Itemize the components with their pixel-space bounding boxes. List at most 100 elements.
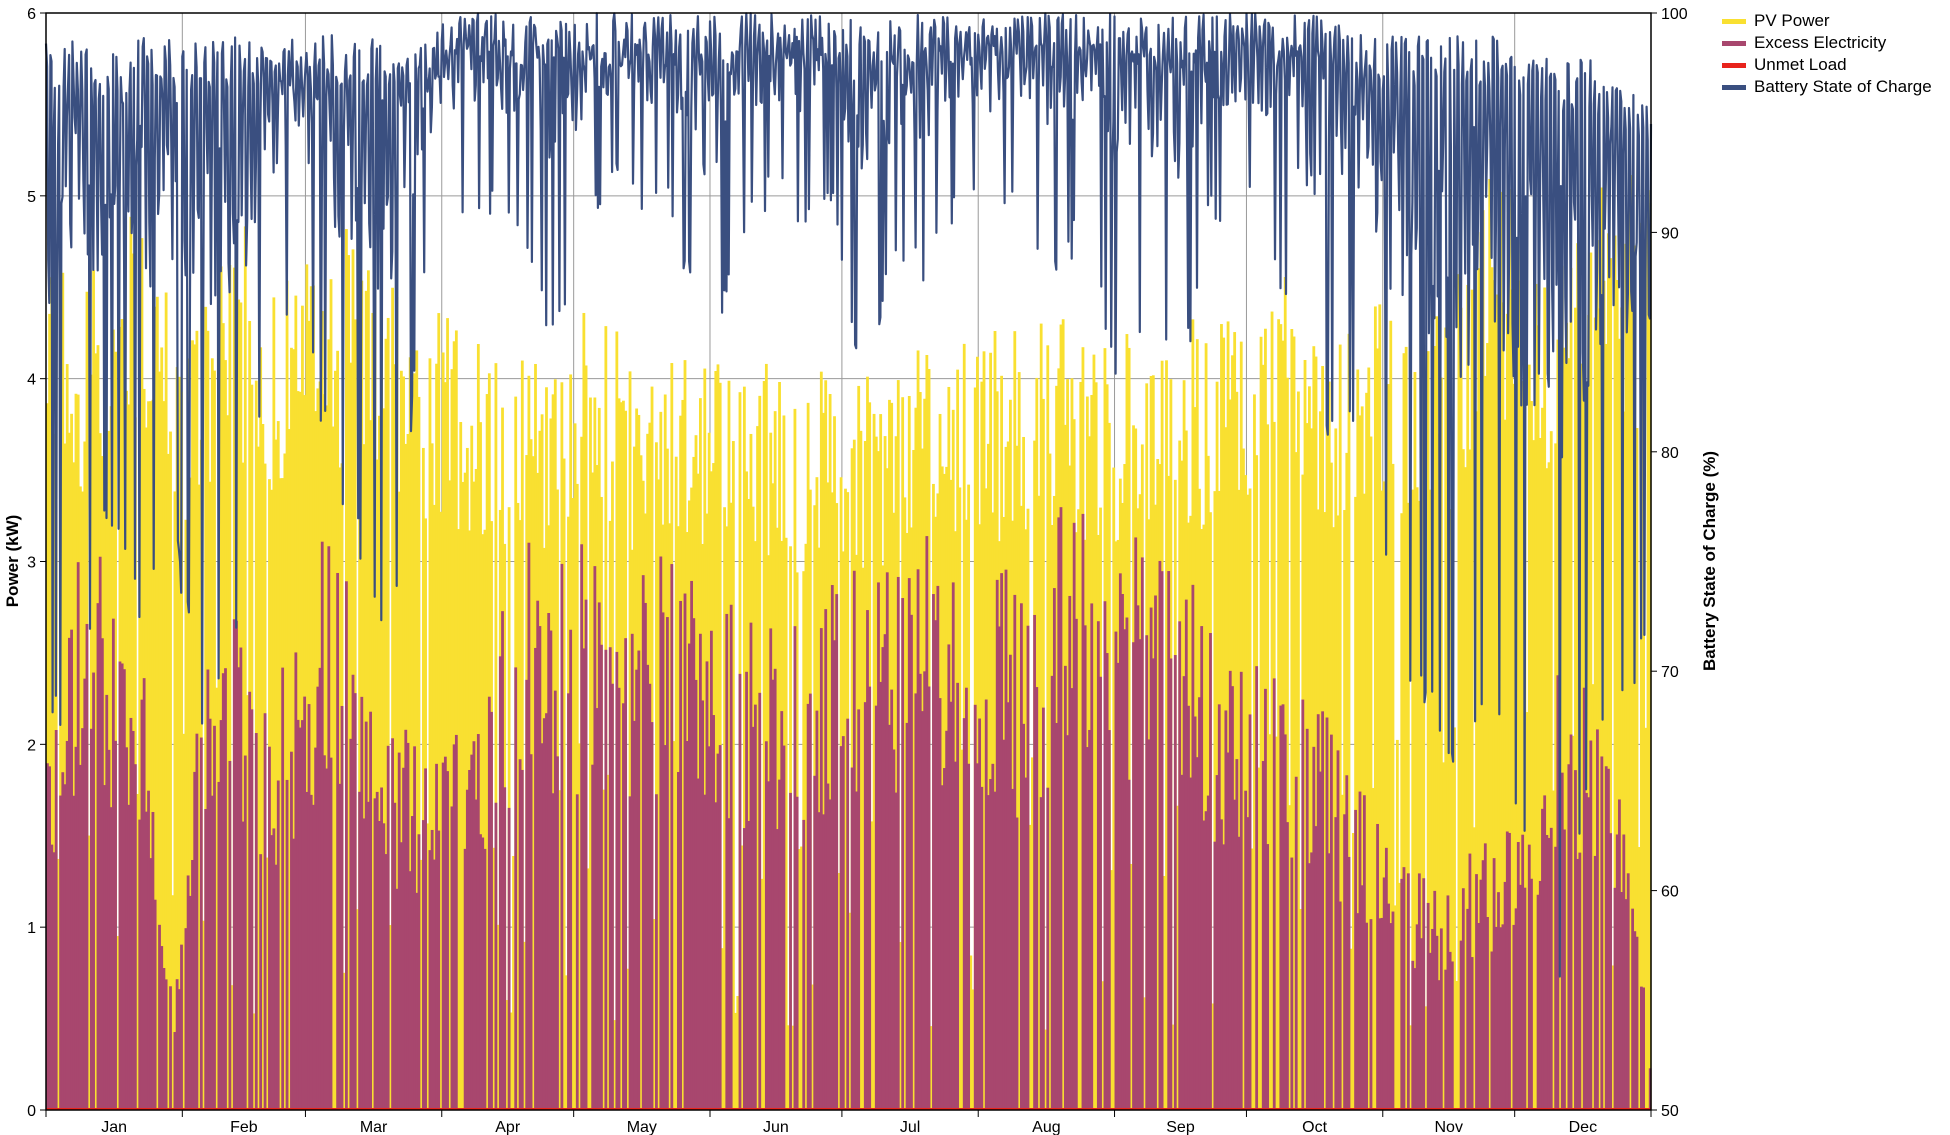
excess-electricity-bar (1596, 729, 1599, 1110)
pv-power-bar (764, 363, 768, 1110)
excess-electricity-bar (507, 807, 511, 1110)
legend-item-pv-power[interactable]: PV Power (1722, 10, 1947, 32)
pv-power-bar (1143, 997, 1146, 1110)
excess-electricity-bar (1099, 676, 1102, 1110)
excess-electricity-bar (395, 888, 399, 1110)
pv-power-bar (1378, 304, 1382, 1111)
excess-electricity-bar (52, 852, 56, 1110)
pv-power-bar (371, 312, 375, 1110)
excess-electricity-bar (340, 705, 344, 1110)
excess-electricity-bar (210, 795, 214, 1110)
excess-electricity-bar (683, 593, 687, 1110)
excess-electricity-bar (635, 669, 639, 1110)
excess-electricity-bar (312, 804, 315, 1110)
pv-power-bar (162, 401, 166, 1110)
pv-power-bar (976, 356, 979, 1110)
excess-electricity-bar (1180, 774, 1184, 1110)
pv-power-bar (1406, 502, 1410, 1110)
excess-electricity-bar (789, 792, 792, 1110)
excess-electricity-bar (1140, 557, 1144, 1110)
excess-electricity-bar (716, 753, 720, 1110)
pv-power-bar (512, 855, 515, 1110)
pv-power-bar (147, 401, 150, 1111)
pv-power-bar (1642, 264, 1646, 1111)
pv-power-bar (1444, 327, 1448, 1110)
excess-electricity-bar (1068, 595, 1072, 1110)
legend-item-battery-soc[interactable]: Battery State of Charge (1722, 76, 1947, 98)
excess-electricity-bar (1235, 759, 1239, 1110)
pv-power-bar (384, 338, 388, 1110)
excess-electricity-bar (1411, 960, 1415, 1110)
pv-power-bar (1637, 847, 1641, 1110)
excess-electricity-bar (1215, 775, 1219, 1110)
excess-electricity-bar (852, 570, 856, 1110)
excess-electricity-bar (122, 669, 126, 1110)
pv-power-bar (292, 349, 296, 1111)
legend-item-excess-electricity[interactable]: Excess Electricity (1722, 32, 1947, 54)
pv-power-bar (1242, 448, 1245, 1110)
excess-electricity-bar (1444, 969, 1448, 1110)
pv-power-bar (421, 447, 425, 1110)
pv-power-bar (1257, 767, 1261, 1110)
excess-electricity-bar (888, 724, 891, 1110)
excess-electricity-bar (525, 679, 529, 1110)
excess-electricity-bar (1070, 688, 1074, 1110)
excess-electricity-bar (1204, 811, 1208, 1110)
pv-power-bar (1477, 268, 1481, 1111)
excess-electricity-bar (534, 647, 537, 1110)
legend-item-unmet-load[interactable]: Unmet Load (1722, 54, 1947, 76)
excess-electricity-bar (1380, 917, 1384, 1110)
excess-electricity-bar (1169, 658, 1173, 1110)
y-tick-label: 3 (27, 555, 36, 572)
excess-electricity-bar (81, 728, 84, 1110)
pv-power-bar (1615, 279, 1619, 1110)
pv-power-bar (309, 286, 313, 1110)
excess-electricity-bar (949, 701, 953, 1110)
excess-electricity-bar (1052, 588, 1056, 1110)
pv-power-bar (402, 376, 405, 1111)
excess-electricity-bar (877, 582, 880, 1110)
pv-power-bar (144, 427, 148, 1111)
excess-electricity-bar (646, 664, 650, 1110)
excess-electricity-bar (142, 678, 146, 1110)
pv-power-bar (1571, 735, 1575, 1110)
excess-electricity-bar (624, 638, 628, 1110)
excess-electricity-bar (1338, 901, 1342, 1110)
excess-electricity-bar (399, 842, 403, 1110)
excess-electricity-bar (1549, 827, 1553, 1110)
excess-electricity-bar (1063, 665, 1067, 1110)
excess-electricity-bar (1035, 687, 1039, 1110)
excess-electricity-bar (866, 610, 869, 1110)
excess-electricity-bar (714, 802, 718, 1110)
excess-electricity-bar (729, 604, 733, 1110)
excess-electricity-bar (1530, 878, 1533, 1110)
y-tick-label: 6 (27, 6, 36, 23)
excess-electricity-bar (1046, 787, 1050, 1110)
pv-power-bar (674, 456, 678, 1110)
excess-electricity-bar (1055, 722, 1058, 1110)
pv-power-bar (1015, 445, 1019, 1110)
excess-electricity-bar (1237, 836, 1241, 1110)
pv-power-bar (929, 1026, 933, 1110)
pv-power-bar (1308, 386, 1311, 1110)
pv-power-bar (219, 266, 223, 1110)
excess-electricity-bar (901, 598, 905, 1110)
pv-power-bar (558, 790, 562, 1110)
excess-electricity-bar (947, 644, 951, 1110)
excess-electricity-bar (553, 690, 557, 1110)
pv-power-bar (395, 297, 399, 1110)
excess-electricity-bar (1479, 879, 1483, 1110)
x-tick-label: May (627, 1119, 657, 1135)
excess-electricity-bar (184, 928, 188, 1110)
pv-power-bar (655, 442, 658, 1110)
pv-power-bar (1292, 336, 1296, 1111)
pv-power-bar (628, 371, 632, 1110)
pv-power-bar (1490, 267, 1494, 1110)
excess-electricity-bar (1345, 775, 1349, 1110)
excess-electricity-bar (727, 818, 731, 1110)
excess-electricity-bar (690, 580, 693, 1110)
excess-electricity-bar (1233, 799, 1237, 1110)
excess-electricity-bar (1356, 913, 1360, 1110)
pv-power-bar (241, 462, 245, 1110)
